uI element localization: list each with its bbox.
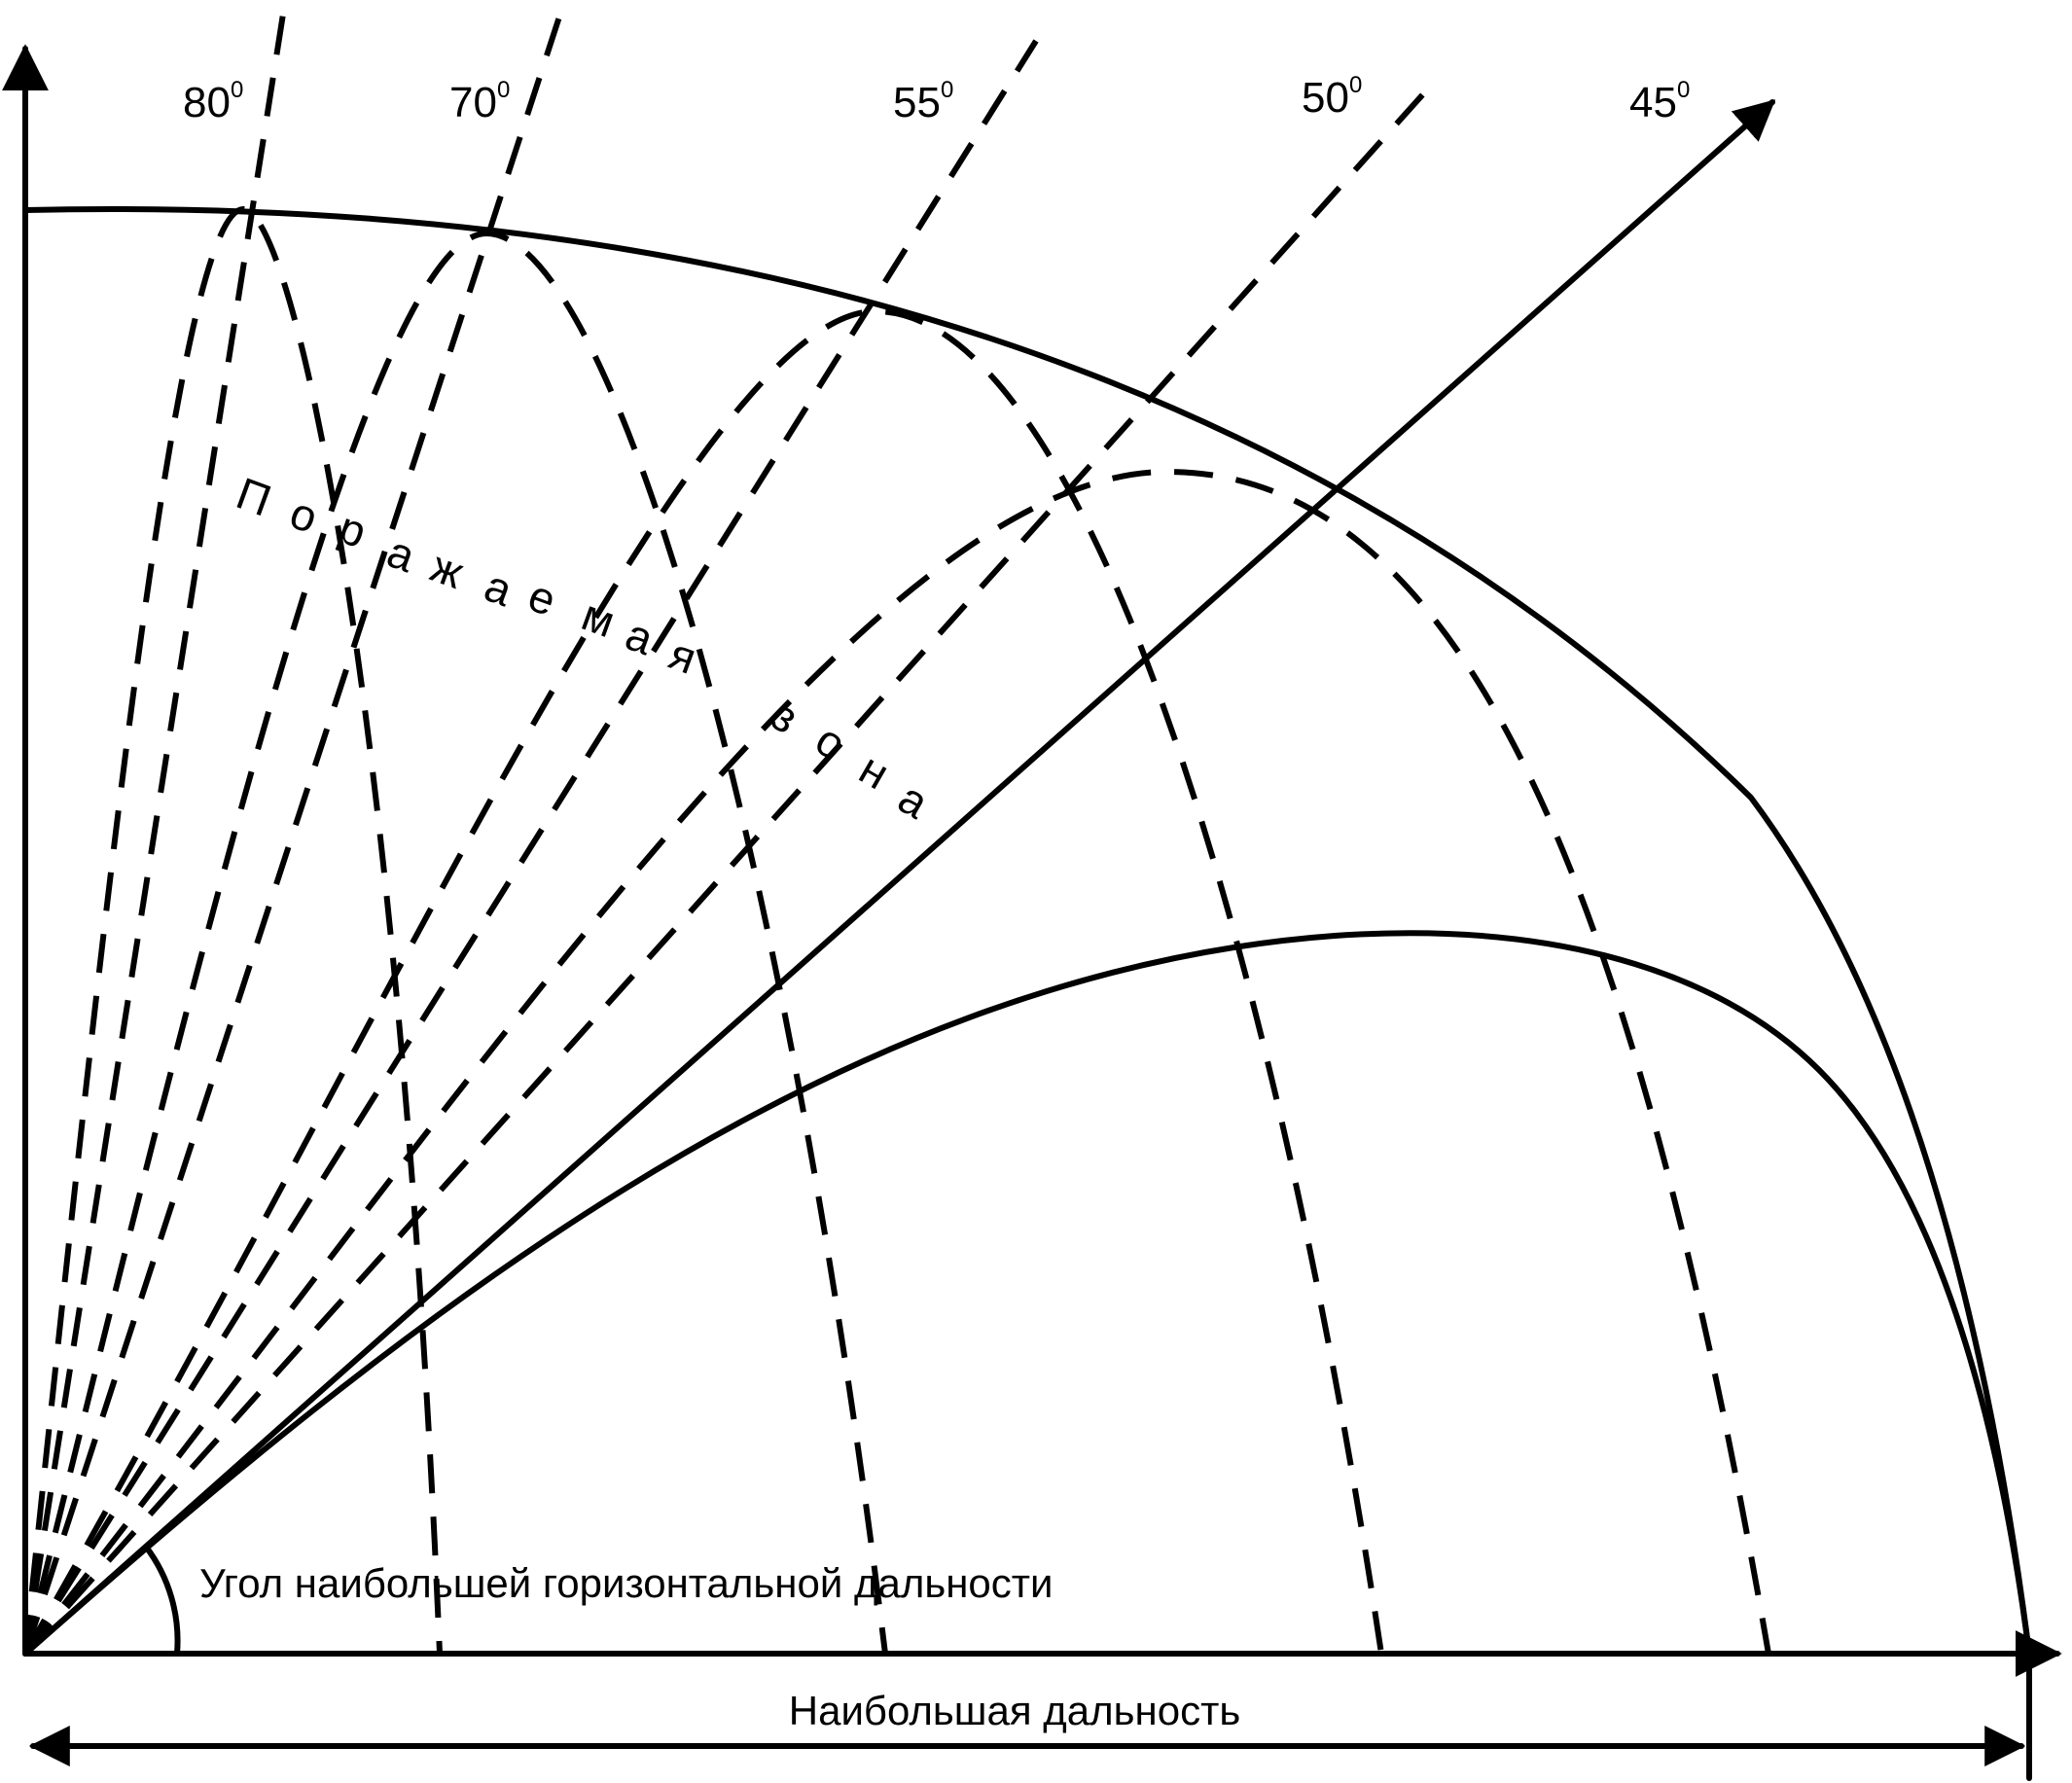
zone-letter: я [663,628,703,684]
direction-line-55 [22,39,1039,1656]
zone-letter: м [576,589,623,648]
max-range-caption: Наибольшая дальность [789,1688,1240,1733]
max-horizontal-range-angle-caption: Угол наибольшей горизонтальной дальности [199,1560,1054,1606]
zone-letter: а [381,526,422,583]
zone-letter: н [851,743,898,800]
range-angle-arc [143,1544,181,1657]
zone-label: П о р а ж а е м а я з о н а [231,468,938,829]
trajectory-80 [22,205,443,1655]
direction-line-50 [22,75,1441,1657]
angle-label-45: 450 [1629,77,1690,126]
zone-letter: о [284,487,325,544]
trajectory-low [22,930,2032,1657]
zone-letter: ж [425,541,471,598]
zone-letter: а [890,772,938,829]
envelope-curve [22,205,2032,1657]
zone-letter: з [764,690,806,744]
zone-letter: П [231,468,278,526]
direction-line-80 [22,7,287,1655]
zone-letter: а [620,609,661,665]
zone-letter: о [807,714,854,770]
angle-label-70: 700 [449,77,510,126]
angle-label-50: 500 [1302,72,1362,122]
zone-letter: а [479,560,519,617]
angle-label-55: 550 [893,77,953,126]
direction-line-70 [22,7,565,1655]
trajectory-50 [22,468,1771,1656]
zone-letter: р [333,502,374,558]
zone-letter: е [522,570,563,626]
direction-line-45 [22,99,1776,1657]
trajectory-70 [22,230,888,1655]
angle-label-80: 800 [183,77,243,126]
trajectory-55 [22,307,1384,1656]
